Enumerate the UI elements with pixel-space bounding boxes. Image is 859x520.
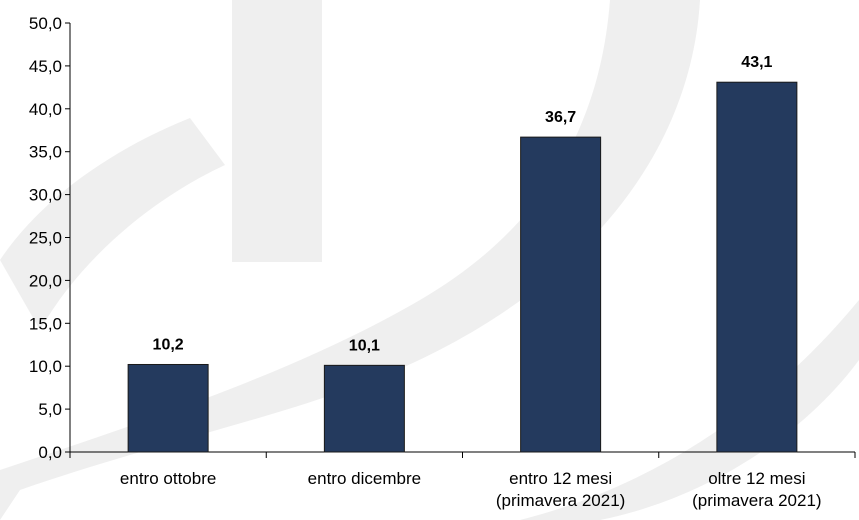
bar: [716, 81, 798, 453]
x-tick-label: entro ottobre: [120, 469, 216, 488]
y-tick-label: 40,0: [29, 100, 62, 119]
data-label: 10,1: [349, 337, 380, 354]
watermark-stroke: [232, 0, 322, 262]
data-label: 36,7: [545, 109, 576, 126]
y-tick-label: 35,0: [29, 143, 62, 162]
bars: [127, 81, 798, 453]
watermark-stroke: [0, 118, 225, 330]
data-label: 43,1: [741, 54, 772, 71]
bar: [520, 136, 602, 453]
x-tick-label: (primavera 2021): [692, 491, 821, 510]
y-tick-label: 5,0: [38, 400, 62, 419]
y-tick-label: 0,0: [38, 443, 62, 462]
data-label: 10,2: [153, 336, 184, 353]
y-tick-label: 15,0: [29, 314, 62, 333]
y-tick-label: 45,0: [29, 57, 62, 76]
x-tick-label: entro dicembre: [308, 469, 421, 488]
y-tick-label: 10,0: [29, 357, 62, 376]
x-tick-label: (primavera 2021): [496, 491, 625, 510]
y-tick-label: 20,0: [29, 271, 62, 290]
bar: [127, 363, 209, 453]
x-tick-label: oltre 12 mesi: [708, 469, 805, 488]
bar: [323, 364, 405, 453]
y-tick-label: 30,0: [29, 186, 62, 205]
y-tick-label: 25,0: [29, 229, 62, 248]
labels: 10,2 entro ottobre 10,1 entro dicembre 36,7 e…: [120, 54, 822, 510]
y-tick-label: 50,0: [29, 14, 62, 33]
x-tick-label: entro 12 mesi: [509, 469, 612, 488]
